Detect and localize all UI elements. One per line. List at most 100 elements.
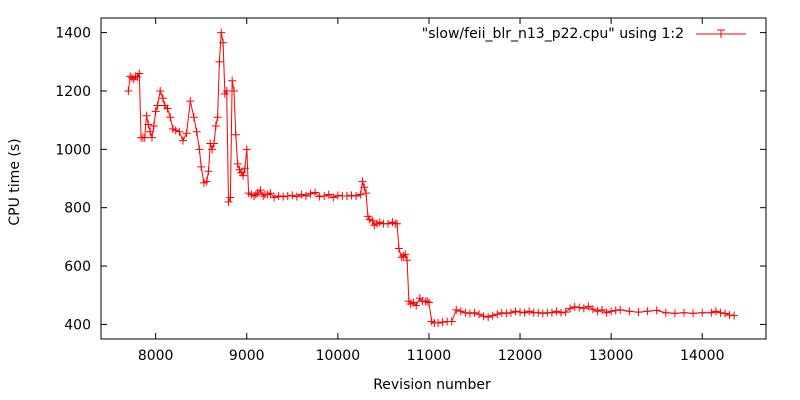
data-point <box>224 197 233 206</box>
data-point <box>279 192 288 201</box>
data-point <box>144 120 153 129</box>
data-point <box>256 186 265 195</box>
data-point <box>570 302 579 311</box>
data-point <box>362 189 371 198</box>
data-point <box>301 192 310 201</box>
data-point <box>124 86 133 95</box>
legend-label: "slow/feii_blr_n13_p22.cpu" using 1:2 <box>422 26 684 42</box>
data-point <box>182 129 191 138</box>
data-point <box>146 127 155 136</box>
y-tick-label: 800 <box>64 201 91 217</box>
data-point <box>153 101 162 110</box>
data-point <box>352 192 361 201</box>
data-point <box>506 308 515 317</box>
data-point <box>189 113 198 122</box>
data-point <box>156 86 165 95</box>
data-point <box>197 162 206 171</box>
data-point <box>670 309 679 318</box>
data-point <box>634 308 643 317</box>
data-point <box>588 305 597 314</box>
data-point <box>493 310 502 319</box>
data-point <box>222 86 231 95</box>
data-point <box>311 188 320 197</box>
y-tick-label: 1200 <box>55 84 91 100</box>
data-point <box>707 308 716 317</box>
data-point <box>163 104 172 113</box>
x-tick-label: 13000 <box>589 348 634 364</box>
data-point <box>502 309 511 318</box>
data-point <box>175 127 184 136</box>
data-point <box>434 318 443 327</box>
data-point <box>598 305 607 314</box>
data-point <box>208 145 217 154</box>
data-point <box>292 192 301 201</box>
data-point <box>192 127 201 136</box>
data-point <box>342 192 351 201</box>
data-point <box>438 318 447 327</box>
data-point <box>421 297 430 306</box>
data-point <box>470 308 479 317</box>
data-point <box>215 57 224 66</box>
data-point <box>698 308 707 317</box>
data-point <box>561 308 570 317</box>
data-point <box>270 193 279 202</box>
data-point <box>368 216 377 225</box>
data-point <box>689 309 698 318</box>
data-point <box>142 111 151 120</box>
data-point <box>447 317 456 326</box>
x-tick-label: 11000 <box>407 348 452 364</box>
data-point <box>306 189 315 198</box>
data-point <box>538 309 547 318</box>
data-point <box>393 219 402 228</box>
data-point <box>461 308 470 317</box>
data-point <box>484 313 493 322</box>
x-axis-title: Revision number <box>373 377 491 393</box>
data-point <box>151 107 160 116</box>
data-point <box>456 307 465 316</box>
data-point <box>383 219 392 228</box>
data-point <box>213 113 222 122</box>
data-point <box>148 133 157 142</box>
data-point <box>211 121 220 130</box>
x-axis: 8000 9000 10000 11000 12000 13000 14000 <box>138 18 725 364</box>
data-point <box>611 306 620 315</box>
y-axis: 400 600 800 1000 1200 1400 <box>55 26 766 333</box>
data-point <box>721 309 730 318</box>
y-tick-label: 600 <box>64 259 91 275</box>
data-point <box>525 307 534 316</box>
data-point <box>204 167 213 176</box>
data-point <box>680 308 689 317</box>
data-point <box>329 193 338 202</box>
data-point <box>166 113 175 122</box>
data-point <box>401 250 410 259</box>
data-point <box>230 86 238 95</box>
data-point <box>579 304 588 313</box>
data-point <box>360 183 369 192</box>
data-point <box>217 28 226 37</box>
plot-border <box>100 17 767 340</box>
data-point <box>297 190 306 199</box>
data-point <box>511 307 520 316</box>
y-tick-label: 1400 <box>55 26 91 42</box>
data-point <box>226 193 235 202</box>
data-point <box>242 145 251 154</box>
data-point <box>725 311 734 320</box>
data-point <box>356 190 365 199</box>
data-point <box>202 177 211 186</box>
data-point <box>347 191 356 200</box>
data-point <box>239 171 248 180</box>
data-point <box>228 76 237 85</box>
data-point <box>186 97 195 106</box>
data-point <box>140 133 149 142</box>
y-axis-title: CPU time (s) <box>7 138 23 225</box>
data-point <box>219 38 228 47</box>
data-point <box>259 192 268 201</box>
data-point <box>730 311 739 320</box>
series-line <box>127 32 735 324</box>
data-point <box>240 164 249 173</box>
data-point <box>171 126 180 135</box>
data-point <box>266 189 275 198</box>
data-point <box>616 305 625 314</box>
data-point <box>158 94 167 103</box>
